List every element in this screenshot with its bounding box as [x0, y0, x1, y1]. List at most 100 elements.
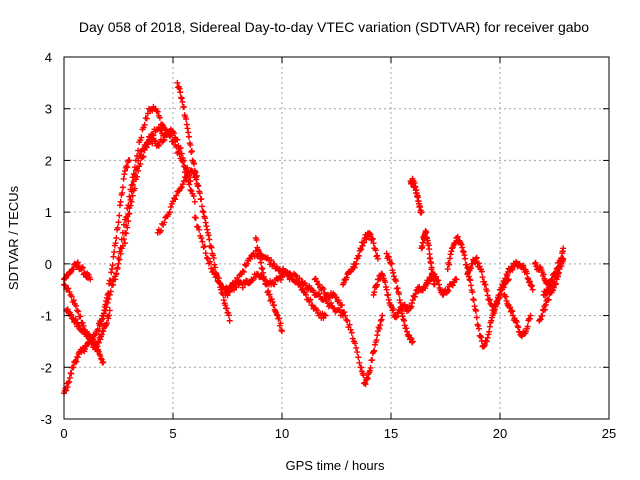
data-point-interp — [135, 147, 142, 154]
data-point-interp — [382, 279, 389, 286]
data-point-interp — [390, 305, 397, 312]
data-point-interp — [412, 290, 419, 297]
data-point-interp — [268, 296, 275, 303]
data-point — [115, 260, 122, 267]
data-point-interp — [68, 311, 75, 318]
data-point-interp — [515, 324, 522, 331]
data-point-interp — [362, 381, 369, 388]
data-point-interp — [98, 316, 105, 323]
data-point-interp — [119, 189, 126, 196]
data-point-interp — [489, 302, 496, 309]
data-point-interp — [127, 202, 134, 209]
data-point-interp — [248, 252, 255, 259]
data-point-interp — [486, 328, 493, 335]
data-point-interp — [393, 278, 400, 285]
data-point-interp — [191, 160, 198, 167]
data-point-interp — [463, 261, 470, 268]
data-point-interp — [211, 261, 218, 268]
data-point-interp — [256, 251, 263, 258]
data-point-interp — [409, 339, 416, 346]
data-point-interp — [400, 316, 407, 323]
data-point-interp — [195, 182, 202, 189]
data-point-interp — [186, 140, 193, 147]
data-point-interp — [343, 274, 350, 281]
data-point-interp — [371, 347, 378, 354]
data-point-interp — [146, 133, 153, 140]
data-point — [257, 255, 264, 262]
data-point-interp — [484, 292, 491, 299]
data-point-interp — [449, 282, 456, 289]
data-point-interp — [216, 280, 223, 287]
data-point — [187, 178, 194, 185]
data-point — [122, 167, 129, 174]
data-point-interp — [382, 284, 389, 291]
y-tick-label: 2 — [45, 153, 52, 168]
data-point-interp — [446, 255, 453, 262]
data-point-interp — [268, 257, 275, 264]
data-point-interp — [367, 231, 374, 238]
data-point-interp — [100, 310, 107, 317]
data-point — [409, 297, 416, 304]
x-axis-label: GPS time / hours — [286, 458, 385, 473]
data-point-interp — [141, 121, 148, 128]
data-point — [117, 198, 124, 205]
data-point-interp — [188, 149, 195, 156]
data-point-interp — [144, 110, 151, 117]
data-point-interp — [528, 282, 535, 289]
data-point-interp — [171, 130, 178, 137]
data-point-interp — [180, 163, 187, 170]
data-point — [135, 157, 142, 164]
data-point-interp — [467, 282, 474, 289]
series-arc-7 — [122, 124, 168, 247]
data-point-interp — [349, 335, 356, 342]
data-point — [113, 235, 120, 241]
data-point-interp — [187, 186, 194, 193]
data-point-interp — [112, 273, 119, 280]
data-point-interp — [523, 270, 530, 277]
data-point-interp — [121, 171, 128, 178]
data-point — [466, 276, 473, 283]
data-point-interp — [360, 372, 367, 379]
data-point-interp — [184, 125, 191, 132]
data-point-interp — [482, 281, 489, 288]
data-point-interp — [338, 302, 345, 309]
data-point-interp — [72, 302, 79, 309]
data-point-interp — [103, 297, 110, 304]
data-point-interp — [65, 285, 72, 292]
data-point-interp — [198, 195, 205, 202]
data-point-interp — [467, 265, 474, 272]
data-point — [344, 317, 351, 324]
data-point-interp — [376, 325, 383, 332]
data-point-interp — [105, 315, 112, 322]
y-tick-label: 3 — [45, 102, 52, 117]
data-point-interp — [473, 254, 480, 261]
data-point-interp — [483, 338, 490, 345]
data-point-interp — [263, 281, 270, 288]
data-point-interp — [109, 262, 116, 269]
data-point-interp — [355, 354, 362, 361]
data-point — [379, 312, 386, 319]
data-point-interp — [177, 94, 184, 101]
data-point-interp — [473, 314, 480, 321]
data-point-interp — [446, 261, 453, 268]
data-point-interp — [180, 104, 187, 111]
series-arc-4 — [61, 259, 94, 283]
data-point-interp — [358, 246, 365, 253]
data-point-interp — [68, 293, 75, 300]
x-tick-label: 5 — [169, 426, 176, 441]
data-point-interp — [555, 270, 562, 277]
data-point-interp — [195, 224, 202, 231]
data-point-interp — [358, 364, 365, 371]
data-point-interp — [520, 262, 527, 269]
data-point-interp — [77, 313, 84, 320]
y-tick-label: -2 — [40, 360, 52, 375]
data-point-interp — [192, 214, 199, 221]
data-point-interp — [66, 289, 73, 296]
data-point-interp — [536, 264, 543, 271]
x-tick-label: 15 — [384, 426, 398, 441]
data-point-interp — [273, 311, 280, 318]
data-point-interp — [209, 252, 216, 259]
data-point-interp — [134, 173, 141, 180]
data-point-interp — [417, 203, 424, 210]
data-point-interp — [408, 303, 415, 310]
